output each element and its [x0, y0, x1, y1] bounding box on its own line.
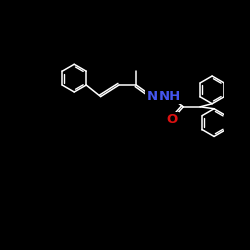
- Text: O: O: [166, 114, 177, 126]
- Text: N: N: [146, 90, 158, 103]
- Text: NH: NH: [158, 90, 180, 103]
